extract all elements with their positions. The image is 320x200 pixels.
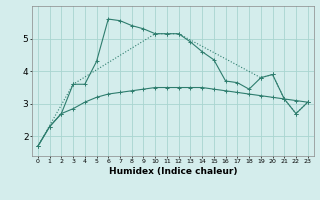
X-axis label: Humidex (Indice chaleur): Humidex (Indice chaleur) [108, 167, 237, 176]
